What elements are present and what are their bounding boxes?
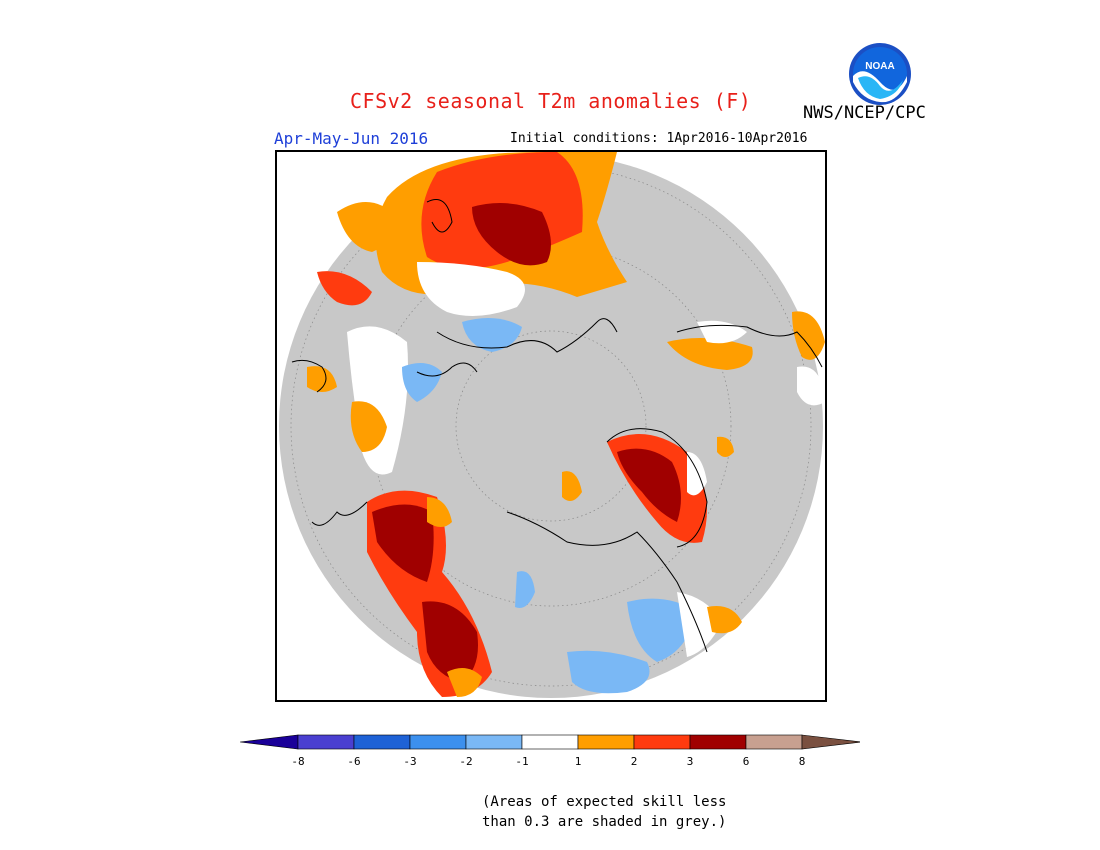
- europe-anomaly: [317, 152, 627, 316]
- season-label: Apr-May-Jun 2016: [274, 129, 429, 148]
- colorbar-swatch: [521, 734, 579, 750]
- colorbar: -8 -6 -3 -2 -1 1 2 3 6 8: [240, 734, 860, 768]
- colorbar-tick-label: 8: [799, 755, 806, 768]
- canada-east-anomaly: [667, 311, 825, 406]
- colorbar-tick-label: -2: [459, 755, 472, 768]
- map-canvas: [277, 152, 825, 700]
- skill-note: (Areas of expected skill less than 0.3 a…: [482, 792, 726, 832]
- greenland-anomaly: [562, 434, 734, 543]
- colorbar-arrow-left: [240, 734, 299, 750]
- west-russia-anomaly: [307, 318, 522, 475]
- alaska-anomaly: [367, 490, 492, 697]
- colorbar-swatch: [577, 734, 635, 750]
- agency-label: NWS/NCEP/CPC: [803, 103, 926, 123]
- coastlines: [291, 199, 823, 653]
- colorbar-swatch: [633, 734, 691, 750]
- note-line-1: (Areas of expected skill less: [482, 794, 727, 810]
- polar-map: [275, 150, 827, 702]
- colorbar-tick-label: -3: [403, 755, 416, 768]
- colorbar-tick-label: 2: [631, 755, 638, 768]
- colorbar-tick-label: 6: [743, 755, 750, 768]
- note-line-2: than 0.3 are shaded in grey.): [482, 814, 727, 830]
- colorbar-tick-label: -6: [347, 755, 360, 768]
- colorbar-tick-label: 1: [575, 755, 582, 768]
- noaa-logo: NOAA: [849, 43, 911, 105]
- chart-title: CFSv2 seasonal T2m anomalies (F): [350, 89, 752, 113]
- colorbar-tick-label: 3: [687, 755, 694, 768]
- logo-text: NOAA: [865, 61, 894, 72]
- colorbar-swatch: [689, 734, 747, 750]
- colorbar-swatch: [409, 734, 467, 750]
- colorbar-swatch: [465, 734, 523, 750]
- siberia-anomaly: [515, 571, 742, 694]
- colorbar-swatch: [745, 734, 803, 750]
- colorbar-tick-label: -1: [515, 755, 528, 768]
- colorbar-tick-label: -8: [291, 755, 304, 768]
- colorbar-arrow-right: [801, 734, 860, 750]
- colorbar-swatch: [297, 734, 355, 750]
- colorbar-swatch: [353, 734, 411, 750]
- initial-conditions-label: Initial conditions: 1Apr2016-10Apr2016: [510, 131, 808, 146]
